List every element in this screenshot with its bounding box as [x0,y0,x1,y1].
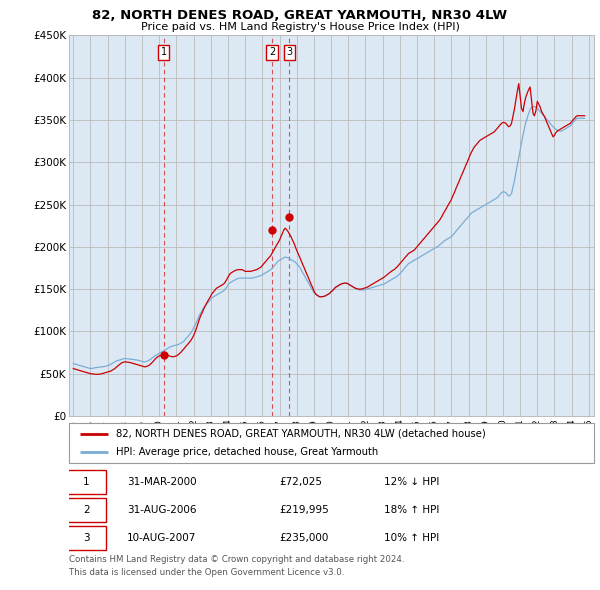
Text: 10-AUG-2007: 10-AUG-2007 [127,533,196,543]
Text: 31-AUG-2006: 31-AUG-2006 [127,505,196,514]
Text: £219,995: £219,995 [279,505,329,514]
Text: 2: 2 [83,505,89,514]
Text: £235,000: £235,000 [279,533,328,543]
Text: 1: 1 [83,477,89,487]
FancyBboxPatch shape [69,423,594,463]
Text: Contains HM Land Registry data © Crown copyright and database right 2024.: Contains HM Land Registry data © Crown c… [69,555,404,563]
FancyBboxPatch shape [67,499,106,522]
Text: 18% ↑ HPI: 18% ↑ HPI [384,505,439,514]
Text: Price paid vs. HM Land Registry's House Price Index (HPI): Price paid vs. HM Land Registry's House … [140,22,460,32]
FancyBboxPatch shape [67,470,106,494]
Text: 82, NORTH DENES ROAD, GREAT YARMOUTH, NR30 4LW (detached house): 82, NORTH DENES ROAD, GREAT YARMOUTH, NR… [116,429,486,439]
Text: 12% ↓ HPI: 12% ↓ HPI [384,477,439,487]
Text: 82, NORTH DENES ROAD, GREAT YARMOUTH, NR30 4LW: 82, NORTH DENES ROAD, GREAT YARMOUTH, NR… [92,9,508,22]
Text: £72,025: £72,025 [279,477,322,487]
Text: This data is licensed under the Open Government Licence v3.0.: This data is licensed under the Open Gov… [69,568,344,576]
Text: 1: 1 [160,47,167,57]
Text: 10% ↑ HPI: 10% ↑ HPI [384,533,439,543]
Text: 3: 3 [83,533,89,543]
FancyBboxPatch shape [67,526,106,550]
Text: 2: 2 [269,47,275,57]
Text: 3: 3 [286,47,293,57]
Text: 31-MAR-2000: 31-MAR-2000 [127,477,196,487]
Text: HPI: Average price, detached house, Great Yarmouth: HPI: Average price, detached house, Grea… [116,447,379,457]
